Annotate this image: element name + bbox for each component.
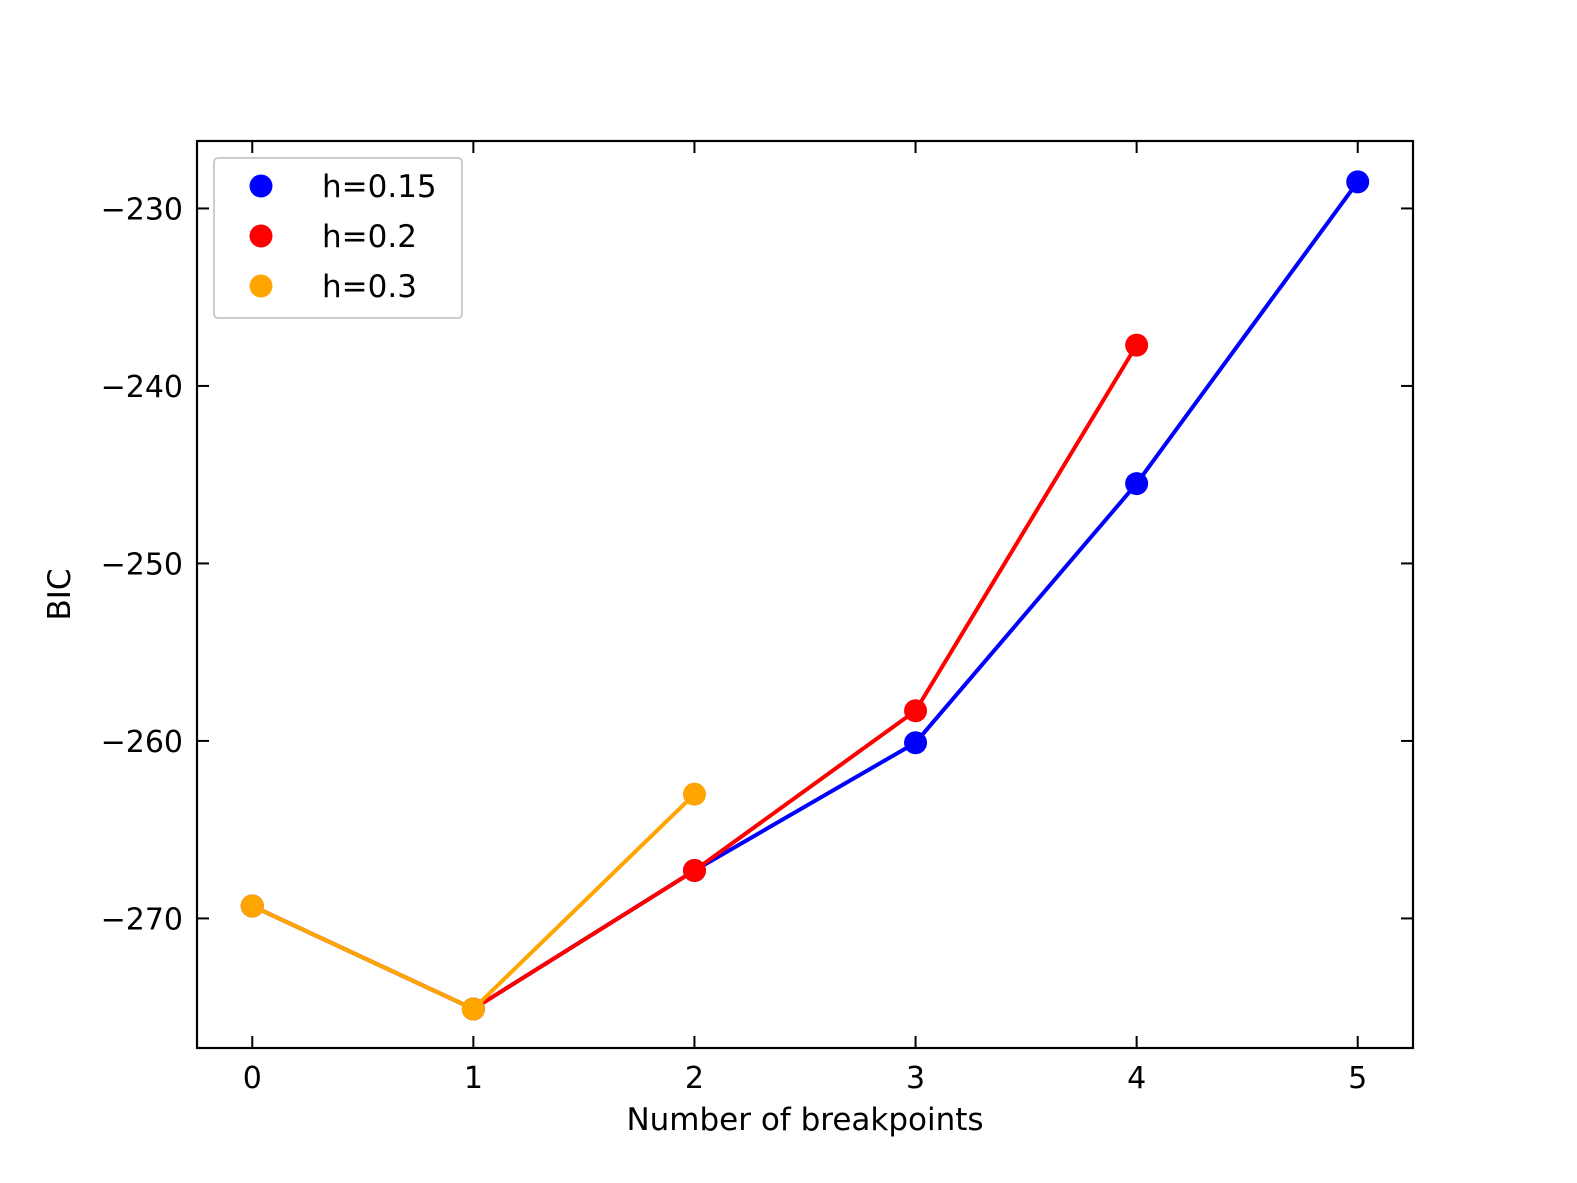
x-tick-label: 1 — [464, 1061, 483, 1096]
legend-marker — [249, 224, 273, 248]
legend-label: h=0.3 — [322, 269, 417, 305]
x-ticks: 0 1 2 3 4 5 — [243, 141, 1367, 1096]
data-point — [1125, 333, 1149, 357]
y-tick-label: −240 — [101, 370, 183, 405]
y-tick-label: −260 — [101, 725, 183, 760]
y-tick-label: −250 — [101, 547, 183, 582]
legend-label: h=0.2 — [322, 219, 417, 255]
x-tick-label: 4 — [1127, 1061, 1146, 1096]
data-point — [1125, 472, 1149, 496]
legend-box — [213, 157, 463, 319]
series-h=0.2 — [240, 333, 1149, 1021]
y-tick-label: −270 — [101, 902, 183, 937]
legend-marker — [249, 174, 273, 198]
plot-frame — [195, 139, 1415, 1050]
x-tick-label: 0 — [243, 1061, 262, 1096]
y-ticks: −270 −260 −250 −240 −230 — [101, 192, 1413, 937]
legend-marker — [249, 274, 273, 298]
axes-layer: 0 1 2 3 4 5 −270 −260 −250 −240 −230 Number of br… — [42, 139, 1415, 1138]
legend: h=0.15 h=0.2 h=0.3 — [213, 157, 463, 319]
x-tick-label: 3 — [906, 1061, 925, 1096]
data-point — [904, 699, 928, 723]
data-point — [682, 859, 706, 883]
legend-label: h=0.15 — [322, 169, 437, 205]
x-axis-title: Number of breakpoints — [626, 1102, 983, 1138]
series-line — [250, 343, 1139, 1011]
data-point — [240, 894, 264, 918]
y-tick-label: −230 — [101, 192, 183, 227]
series-line — [250, 792, 697, 1011]
series-h=0.3 — [240, 782, 706, 1021]
x-tick-label: 5 — [1348, 1061, 1367, 1096]
data-point — [904, 731, 928, 755]
x-tick-label: 2 — [685, 1061, 704, 1096]
series-layer — [240, 170, 1370, 1021]
data-point — [1346, 170, 1370, 194]
data-point — [461, 997, 485, 1021]
y-axis-title: BIC — [42, 568, 78, 620]
data-point — [682, 782, 706, 806]
